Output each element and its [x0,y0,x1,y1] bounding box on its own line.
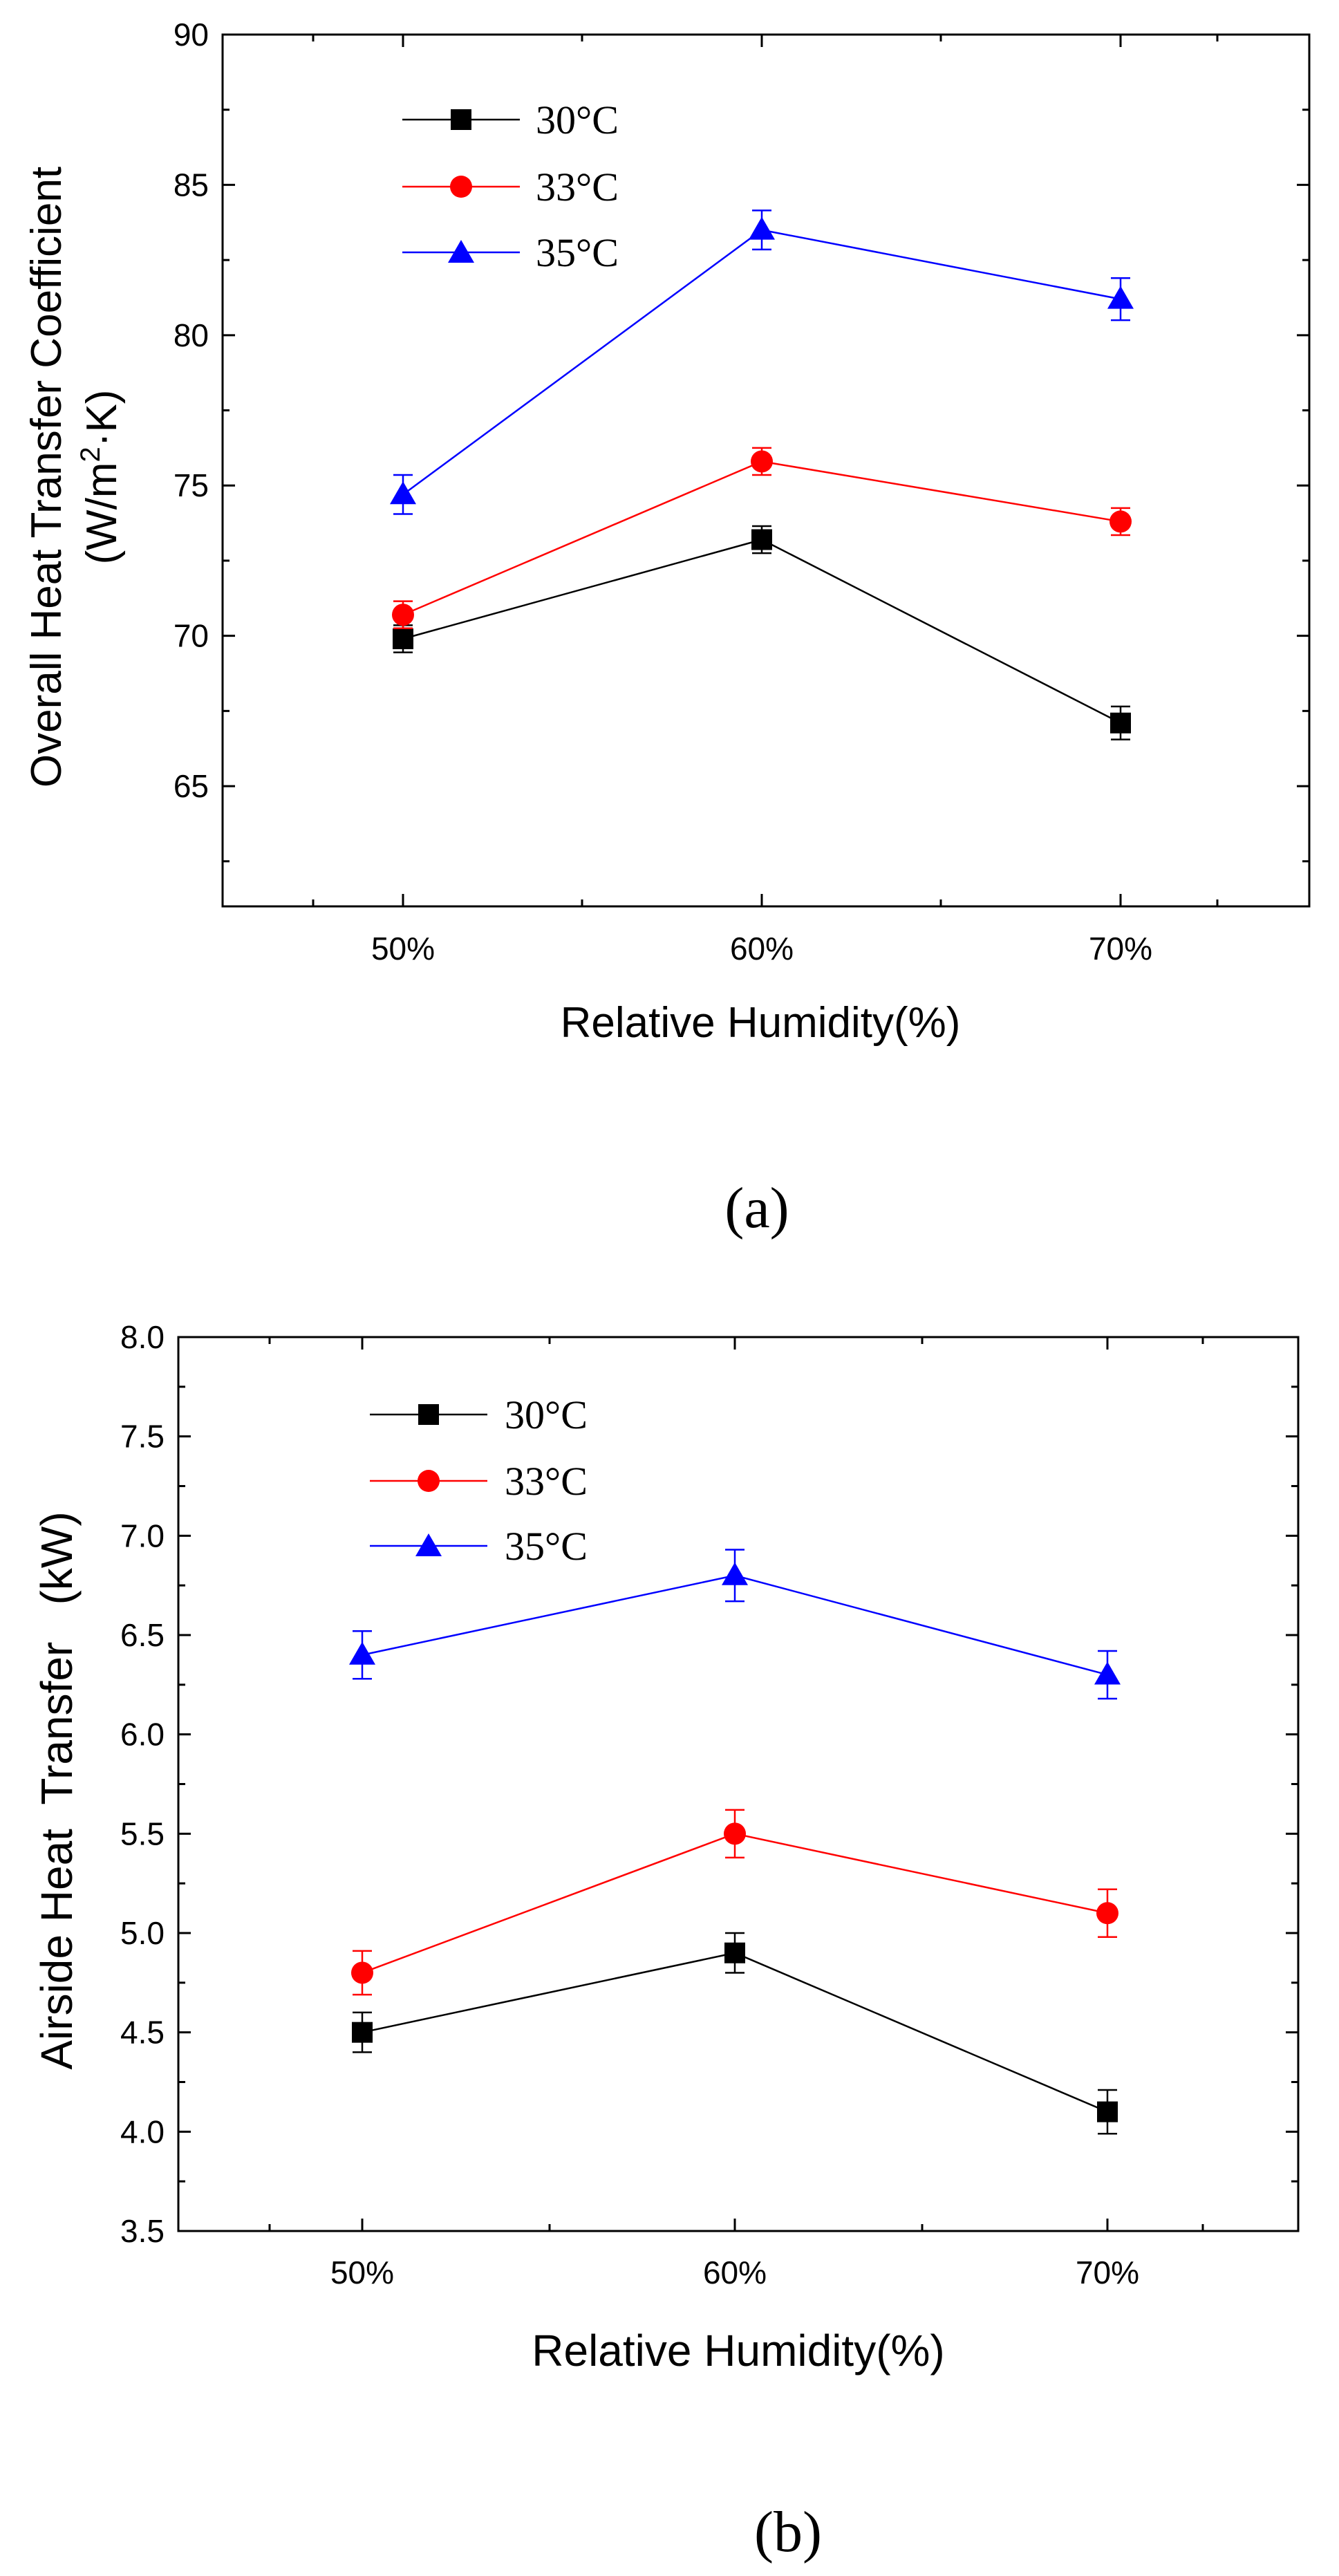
y-tick-label: 3.5 [120,2213,165,2249]
legend-marker-triangle [415,1533,442,1556]
y-tick-label: 6.0 [120,1717,165,1753]
series-35c [349,1549,1121,1700]
series-30c [352,1932,1118,2135]
legend-item-30c: 30°C [402,97,619,142]
chart-a-legend: 30°C 33°C 35°C [402,97,619,275]
legend-item-30c: 30°C [370,1392,588,1437]
y-tick-label: 65 [174,768,209,804]
series-33c [351,1809,1118,1996]
y-tick-label: 6.5 [120,1617,165,1653]
y-tick-label: 4.5 [120,2015,165,2051]
data-point [724,1822,746,1845]
y-tick-label: 7.0 [120,1518,165,1553]
legend-label-35c: 35°C [536,230,619,275]
data-point [1110,712,1131,734]
series-35c [390,209,1134,515]
legend-item-35c: 35°C [402,230,619,275]
y-tick-label: 8.0 [120,1319,165,1355]
legend-label-33c: 33°C [536,165,619,209]
y-tick-label: 85 [174,167,209,203]
chart-b-caption: (b) [754,2500,822,2564]
x-tick-label: 60% [730,931,794,967]
y-tick-label: 5.5 [120,1816,165,1851]
chart-a-x-axis-label: Relative Humidity(%) [561,999,961,1047]
y-tick-label: 90 [174,17,209,53]
data-point [1096,1902,1118,1925]
chart-a-y-ticks: 65 70 75 80 85 90 [174,17,1309,863]
legend-label-30c: 30°C [536,97,619,142]
chart-b-y-axis-label: Airside Heat Transfer (kW) [32,1511,82,2069]
legend-marker-circle [450,176,472,198]
x-tick-label: 70% [1089,931,1152,967]
data-point [1109,510,1132,533]
chart-a-y-axis-label: Overall Heat Transfer Coefficient [23,167,71,787]
series-line [402,539,1121,724]
data-point [1107,286,1134,309]
legend-label-35c: 35°C [505,1524,588,1569]
chart-a-caption: (a) [724,1176,789,1240]
series-33c [392,447,1132,630]
data-point [392,604,414,626]
chart-a-plot-frame [221,33,1311,908]
y-tick-label: 75 [174,467,209,503]
x-tick-label: 60% [703,2255,767,2290]
legend-marker-circle [418,1470,440,1492]
legend-label-33c: 33°C [505,1459,588,1504]
legend-item-33c: 33°C [370,1459,588,1504]
chart-a-x-ticks: 50% 60% 70% [312,35,1219,967]
series-30c [393,525,1131,740]
chart-b: 3.5 4.0 4.5 5.0 5.5 6.0 6.5 7.0 7.5 8.0 50% 60% 70%… [32,1319,1300,2564]
chart-b-plot-frame [177,1336,1300,2232]
data-point [724,1942,745,1963]
chart-a: 65 70 75 80 85 90 50% 60% 70% 30°C 33°C 35°C Re… [23,17,1311,1240]
legend-item-35c: 35°C [370,1524,588,1569]
data-point [352,2022,373,2043]
chart-a-y-axis-unit: (W/m2·K) [75,390,126,565]
legend-marker-square [418,1404,439,1425]
data-point [1094,1661,1121,1685]
chart-b-x-axis-label: Relative Humidity(%) [532,2326,944,2376]
data-point [351,1961,373,1984]
data-point [393,628,413,650]
data-point [349,1641,375,1665]
legend-marker-square [451,109,471,130]
chart-b-series [349,1549,1121,2135]
x-tick-label: 70% [1076,2255,1139,2290]
y-tick-label: 70 [174,618,209,654]
y-tick-label: 80 [174,317,209,353]
series-line [362,1952,1108,2113]
x-tick-label: 50% [330,2255,394,2290]
y-tick-label: 7.5 [120,1419,165,1455]
chart-a-series [390,209,1134,740]
legend-label-30c: 30°C [505,1392,588,1437]
data-point [1097,2101,1118,2122]
data-point [751,529,772,550]
chart-b-legend: 30°C 33°C 35°C [370,1392,588,1569]
chart-b-y-ticks: 3.5 4.0 4.5 5.0 5.5 6.0 6.5 7.0 7.5 8.0 [120,1319,1298,2249]
y-tick-label: 4.0 [120,2113,165,2149]
data-point [722,1562,748,1585]
data-point [751,450,773,473]
x-tick-label: 50% [371,931,435,967]
data-point [390,481,416,505]
chart-b-x-ticks: 50% 60% 70% [268,1337,1204,2290]
data-point [749,216,775,240]
y-tick-label: 5.0 [120,1915,165,1951]
legend-marker-triangle [448,240,474,263]
legend-item-33c: 33°C [402,165,619,209]
